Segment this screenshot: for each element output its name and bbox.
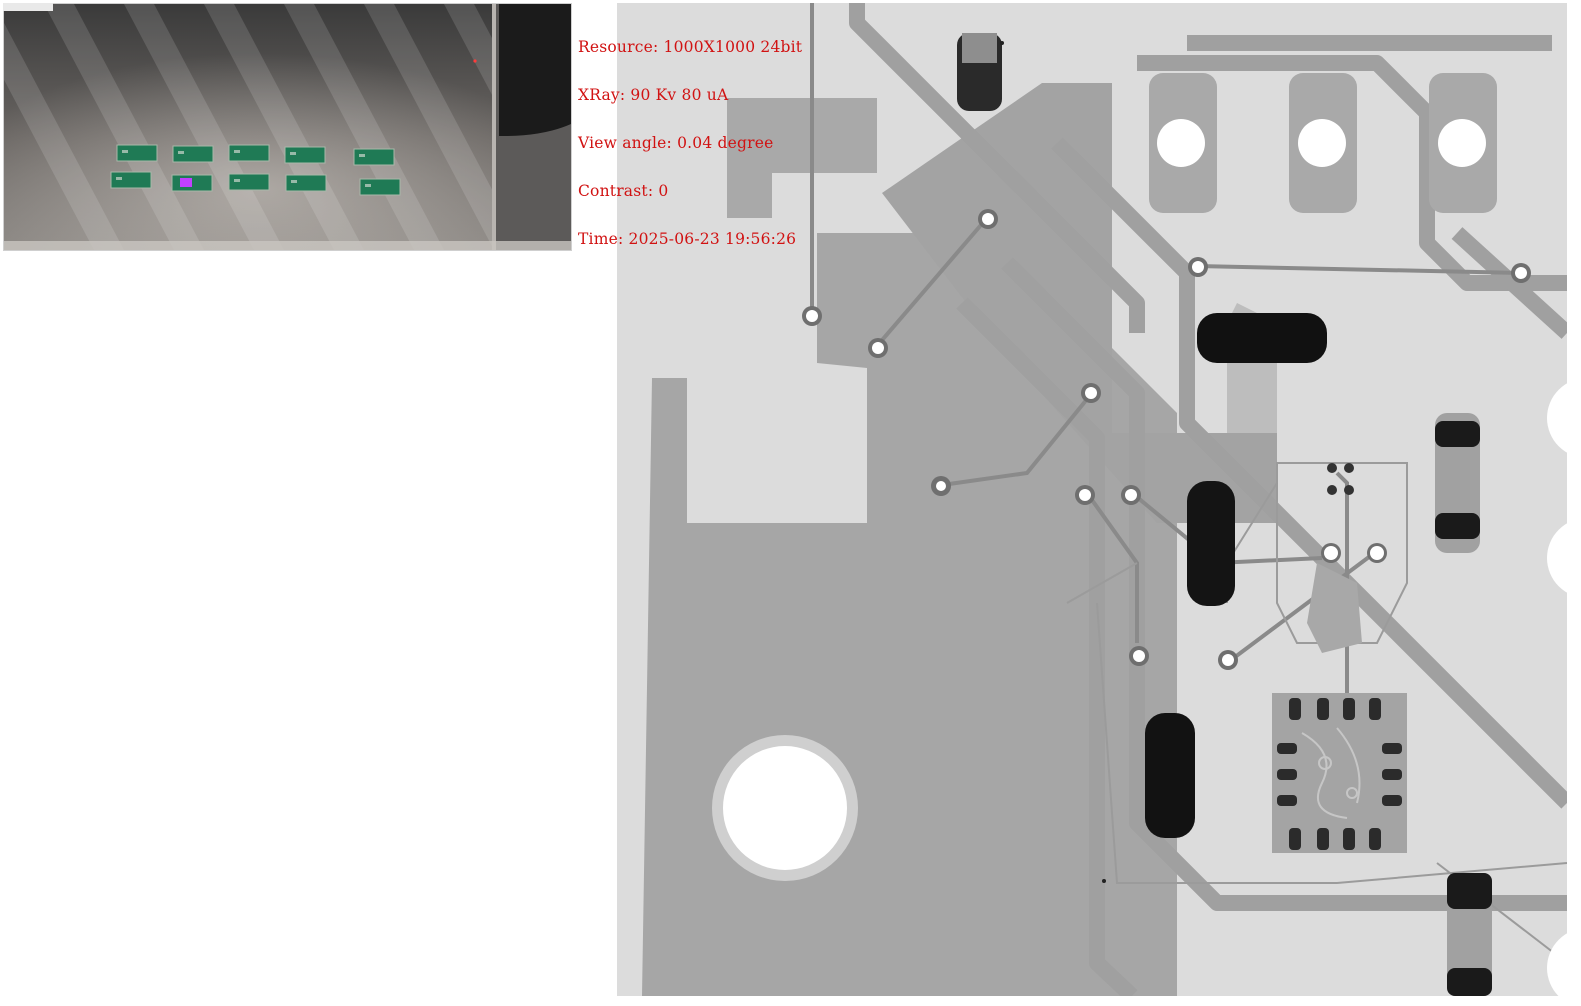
board[interactable] [359, 178, 401, 196]
camera-overview-image [4, 4, 571, 250]
board[interactable] [353, 148, 395, 166]
time-label: Time: 2025-06-23 19:56:26 [578, 230, 797, 248]
board[interactable] [172, 145, 214, 163]
board[interactable] [110, 171, 152, 189]
contrast-label: Contrast: 0 [578, 182, 669, 200]
board[interactable] [228, 173, 270, 191]
selected-board-marker [180, 178, 192, 187]
xray-image-panel[interactable] [577, 3, 1567, 996]
view-angle-label: View angle: 0.04 degree [578, 134, 774, 152]
board[interactable] [284, 146, 326, 164]
board[interactable] [285, 174, 327, 192]
board[interactable] [116, 144, 158, 162]
overview-corner-tab [3, 3, 53, 11]
camera-overview-panel[interactable] [3, 3, 572, 251]
xray-image [577, 3, 1567, 996]
board[interactable] [228, 144, 270, 162]
xray-info-overlay: Resource: 1000X1000 24bit XRay: 90 Kv 80… [578, 7, 802, 263]
board-grid [110, 144, 401, 196]
resource-label: Resource: 1000X1000 24bit [578, 38, 803, 56]
xray-label: XRay: 90 Kv 80 uA [578, 86, 729, 104]
